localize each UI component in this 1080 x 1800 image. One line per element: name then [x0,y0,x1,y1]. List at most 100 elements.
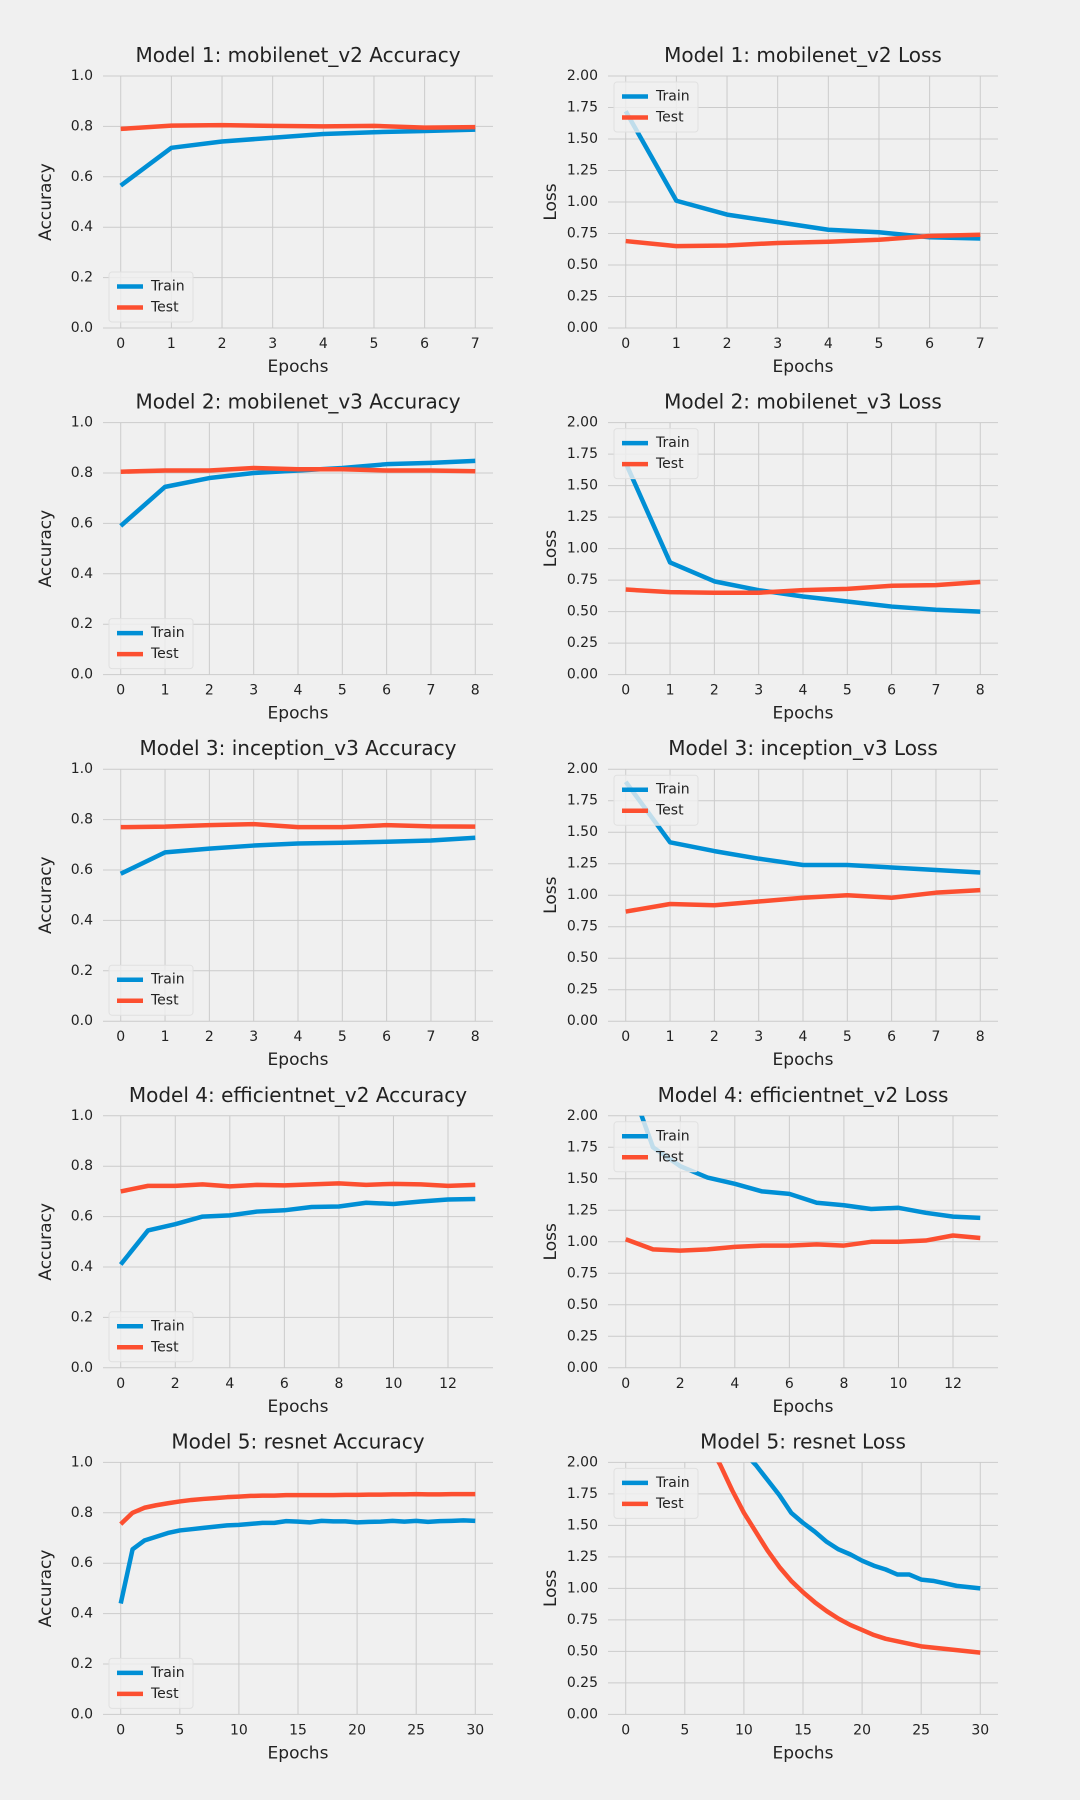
y-tick-label: 0.00 [567,667,598,683]
y-tick-label: 0.0 [71,1706,93,1722]
y-tick-label: 1.00 [567,1234,598,1250]
y-tick-label: 1.0 [71,1454,93,1470]
x-axis-label: Epochs [268,1397,329,1417]
x-tick-label: 3 [249,1029,258,1045]
legend: Train Test [613,1467,699,1519]
x-tick-label: 1 [167,336,176,352]
y-tick-label: 1.00 [567,1580,598,1596]
x-tick-label: 6 [280,1376,289,1392]
y-tick-label: 0.00 [567,1706,598,1722]
x-tick-label: 4 [294,683,303,699]
chart-title: Model 3: inception_v3 Accuracy [140,736,457,760]
y-tick-label: 0.8 [71,118,93,134]
x-tick-label: 1 [666,683,675,699]
y-tick-label: 0.4 [71,1259,93,1275]
y-tick-label: 0.75 [567,226,598,242]
x-tick-label: 1 [161,683,170,699]
x-tick-label: 3 [754,683,763,699]
y-tick-label: 1.25 [567,1202,598,1218]
y-tick-label: 0.75 [567,1265,598,1281]
chart-title: Model 4: efficientnet_v2 Accuracy [129,1083,467,1107]
y-tick-label: 0.50 [567,604,598,620]
x-axis-label: Epochs [773,1743,834,1763]
x-tick-label: 5 [843,1029,852,1045]
x-tick-label: 7 [426,683,435,699]
x-tick-label: 3 [268,336,277,352]
x-tick-label: 10 [890,1376,908,1392]
subplot: Model 1: mobilenet_v2 Loss 0.00 0.25 0.50 0.… [541,43,998,377]
x-tick-label: 5 [175,1722,184,1738]
y-axis-label: Loss [541,183,561,220]
y-tick-label: 1.25 [567,509,598,525]
y-tick-label: 0.25 [567,982,598,998]
y-axis-label: Loss [541,530,561,567]
x-tick-label: 3 [773,336,782,352]
y-tick-label: 1.0 [71,1108,93,1124]
series-line [716,1462,981,1655]
y-tick-label: 0.2 [71,270,93,286]
x-tick-label: 7 [471,336,480,352]
y-tick-label: 1.00 [567,194,598,210]
series-line [625,887,981,914]
subplot: Model 1: mobilenet_v2 Accuracy 0.0 0.2 0.4 0… [36,43,493,377]
x-tick-label: 7 [931,1029,940,1045]
x-tick-label: 0 [621,1376,630,1392]
x-tick-label: 2 [218,336,227,352]
x-tick-label: 4 [225,1376,234,1392]
x-tick-label: 25 [912,1722,930,1738]
y-tick-label: 1.50 [567,478,598,494]
legend-label: Test [150,646,179,662]
legend-label: Test [655,803,684,819]
x-tick-label: 4 [294,1029,303,1045]
legend-label: Test [655,1496,684,1512]
y-tick-label: 0.4 [71,566,93,582]
x-tick-label: 7 [931,683,940,699]
y-tick-label: 0.50 [567,257,598,273]
x-tick-label: 8 [976,1029,985,1045]
y-tick-label: 0.8 [71,812,93,828]
legend-label: Train [150,1665,185,1681]
y-tick-label: 0.2 [71,1656,93,1672]
x-axis-label: Epochs [773,357,834,377]
x-tick-label: 0 [621,1029,630,1045]
y-tick-label: 1.0 [71,761,93,777]
x-tick-label: 8 [839,1376,848,1392]
x-tick-label: 6 [785,1376,794,1392]
y-tick-label: 1.50 [567,824,598,840]
y-axis-label: Accuracy [36,1550,56,1628]
y-tick-label: 2.00 [567,415,598,431]
legend: Train Test [108,964,194,1016]
x-tick-label: 0 [621,1722,630,1738]
x-tick-label: 2 [710,1029,719,1045]
y-tick-label: 0.75 [567,1612,598,1628]
x-tick-label: 4 [824,336,833,352]
subplot: Model 4: efficientnet_v2 Loss 0.00 0.25 0.5… [541,1083,998,1417]
y-tick-label: 1.0 [71,415,93,431]
y-tick-label: 0.2 [71,963,93,979]
x-tick-label: 1 [672,336,681,352]
series-line [625,579,981,595]
y-tick-label: 0.50 [567,1643,598,1659]
y-tick-label: 0.2 [71,1309,93,1325]
y-tick-label: 1.00 [567,541,598,557]
legend: Train Test [613,81,699,133]
x-tick-label: 5 [875,336,884,352]
x-tick-label: 2 [676,1376,685,1392]
series-line [625,232,981,249]
subplot: Model 2: mobilenet_v3 Accuracy 0.0 0.2 0.4 0… [36,390,493,724]
x-tick-label: 6 [382,683,391,699]
x-tick-label: 6 [420,336,429,352]
legend: Train Test [613,774,699,826]
legend-label: Train [655,782,690,798]
x-tick-label: 15 [794,1722,812,1738]
y-tick-label: 0.4 [71,1606,93,1622]
legend-label: Train [655,435,690,451]
x-tick-label: 7 [426,1029,435,1045]
series-line [624,1233,981,1253]
y-tick-label: 0.0 [71,1013,93,1029]
series-line [120,122,476,132]
y-tick-label: 0.8 [71,465,93,481]
y-tick-label: 1.75 [567,100,598,116]
legend-label: Train [150,972,185,988]
x-tick-label: 6 [887,683,896,699]
